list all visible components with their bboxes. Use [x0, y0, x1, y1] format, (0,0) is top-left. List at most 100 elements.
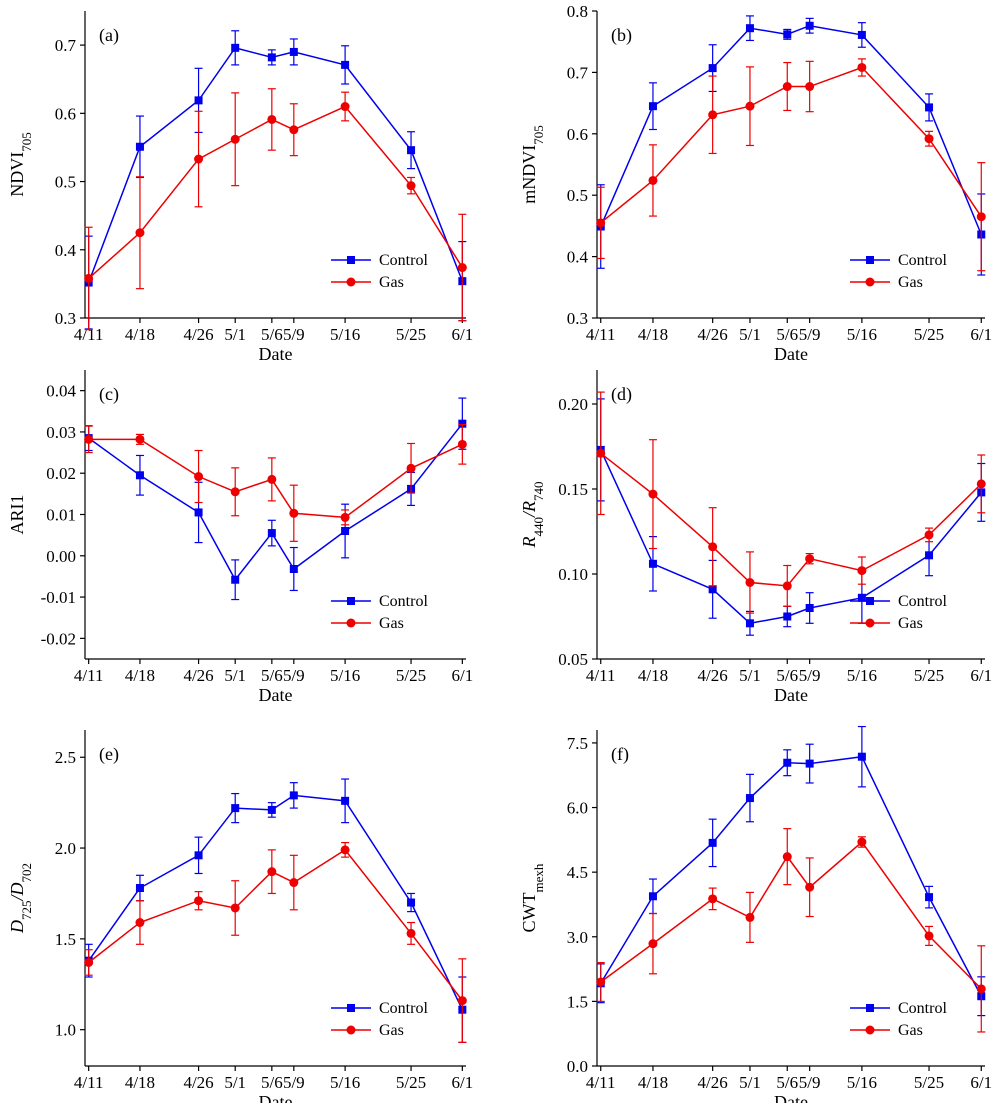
y-tick-label: 7.5	[567, 734, 588, 753]
data-point	[648, 939, 658, 949]
legend-label: Control	[379, 252, 428, 269]
data-point	[406, 181, 416, 191]
x-tick-label: 5/9	[799, 666, 821, 685]
data-point	[457, 263, 467, 273]
data-point	[925, 103, 934, 112]
y-tick-label: 0.04	[46, 382, 76, 401]
x-tick-label: 4/11	[74, 666, 104, 685]
legend-label: Control	[898, 252, 947, 269]
series-gas	[84, 842, 467, 1043]
data-point	[857, 62, 867, 72]
x-tick-label: 5/25	[914, 666, 944, 685]
data-point	[84, 273, 94, 283]
x-tick-label: 5/16	[847, 666, 877, 685]
data-point	[135, 228, 145, 238]
y-tick-label: -0.01	[41, 588, 76, 607]
legend: Control Gas	[331, 1000, 428, 1039]
data-point	[194, 154, 204, 164]
x-tick-label: 4/11	[74, 325, 104, 344]
y-tick-label: -0.02	[41, 629, 76, 648]
y-tick-label: 1.5	[55, 930, 76, 949]
data-point	[648, 489, 658, 499]
data-point	[267, 474, 277, 484]
data-point	[805, 82, 815, 92]
x-tick-label: 4/11	[586, 325, 616, 344]
data-point	[976, 479, 986, 489]
legend-marker	[866, 597, 874, 605]
data-point	[341, 796, 350, 805]
x-tick-label: 5/16	[847, 325, 877, 344]
chart-panel-f: 0.0 1.5 3.0 4.5 6.0 7.5 4/11 4/18 4/26 5/1 5/6 5/9 5…	[519, 725, 992, 1103]
data-point	[457, 439, 467, 449]
x-tick-label: 6/1	[970, 1073, 992, 1092]
y-axis-label: mNDVI705	[519, 125, 546, 204]
y-tick-label: 0.7	[55, 36, 77, 55]
data-point	[231, 43, 240, 52]
data-point	[230, 487, 240, 497]
x-tick-label: 4/26	[183, 1073, 213, 1092]
legend-label: Control	[379, 1000, 428, 1017]
x-tick-label: 5/9	[799, 1073, 821, 1092]
x-tick-label: 4/18	[125, 325, 155, 344]
data-point	[708, 894, 718, 904]
data-point	[84, 957, 94, 967]
data-point	[708, 585, 717, 594]
legend-marker	[346, 618, 356, 628]
data-point	[805, 554, 815, 564]
y-axis-label: R440/R740	[519, 482, 546, 549]
data-point	[805, 21, 814, 30]
data-point	[708, 838, 717, 847]
legend-marker	[346, 1025, 356, 1035]
data-point	[745, 619, 754, 628]
data-point	[289, 791, 298, 800]
legend-marker	[346, 277, 356, 287]
data-point	[708, 110, 718, 120]
x-tick-label: 6/1	[970, 666, 992, 685]
x-tick-label: 5/9	[283, 325, 305, 344]
y-tick-label: 0.5	[567, 186, 588, 205]
data-point	[648, 102, 657, 111]
legend-marker	[865, 618, 875, 628]
y-tick-label: 0.10	[558, 565, 588, 584]
series-control	[84, 397, 467, 601]
series-gas	[596, 391, 986, 614]
y-tick-label: 1.5	[567, 992, 588, 1011]
x-tick-label: 5/25	[914, 1073, 944, 1092]
y-tick-label: 0.8	[567, 2, 588, 21]
x-tick-label: 5/16	[330, 325, 360, 344]
series-line	[88, 794, 464, 1011]
data-point	[857, 752, 866, 761]
y-tick-label: 4.5	[567, 863, 588, 882]
x-axis-label: Date	[774, 344, 808, 364]
x-tick-label: 5/1	[739, 666, 761, 685]
series-line	[600, 755, 982, 997]
legend-label: Gas	[379, 615, 404, 632]
panel-label: (d)	[611, 384, 632, 405]
x-tick-label: 6/1	[451, 666, 473, 685]
data-point	[457, 996, 467, 1006]
legend-label: Gas	[379, 1022, 404, 1039]
data-point	[783, 758, 792, 767]
data-point	[783, 612, 792, 621]
y-axis-label: CWTmexh	[519, 863, 546, 932]
x-tick-label: 5/1	[224, 666, 246, 685]
panel-label: (a)	[99, 25, 119, 46]
data-point	[596, 448, 606, 458]
x-tick-label: 5/16	[847, 1073, 877, 1092]
series-line	[87, 46, 464, 283]
data-point	[407, 146, 416, 155]
x-tick-label: 5/6	[261, 325, 283, 344]
series-line	[600, 840, 982, 990]
legend-marker	[347, 1004, 355, 1012]
x-tick-label: 4/26	[698, 325, 728, 344]
data-point	[194, 96, 203, 105]
x-axis-label: Date	[259, 685, 293, 705]
y-tick-label: 2.5	[55, 748, 76, 767]
data-point	[745, 101, 755, 111]
x-tick-label: 5/9	[283, 666, 305, 685]
data-point	[596, 218, 606, 228]
data-point	[924, 134, 934, 144]
series-control	[596, 398, 986, 636]
x-tick-label: 4/26	[698, 666, 728, 685]
data-point	[267, 867, 277, 877]
